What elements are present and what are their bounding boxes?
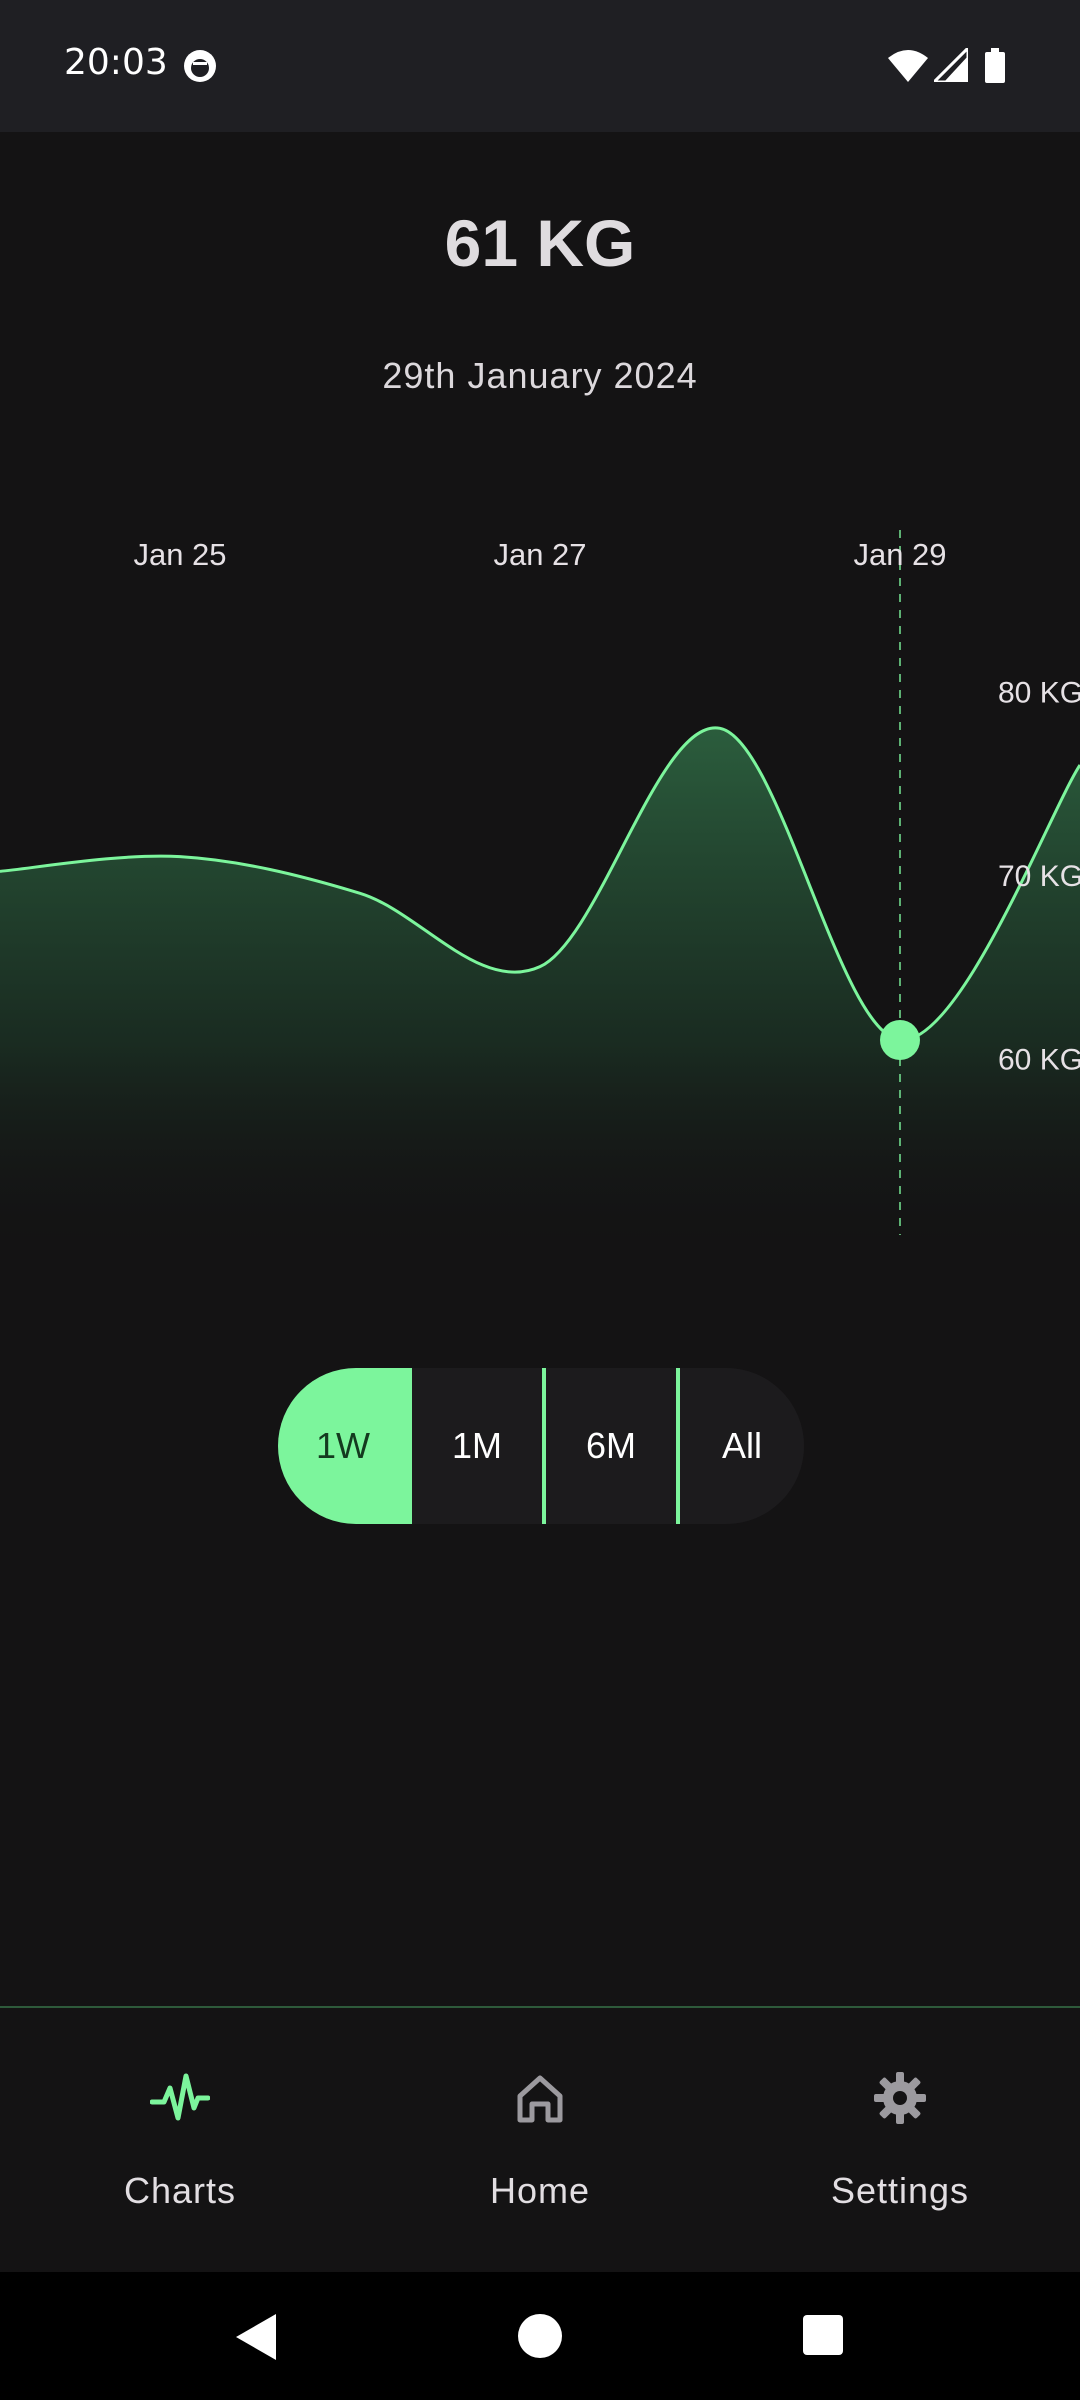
nav-item-settings[interactable]: Settings [720, 2008, 1080, 2272]
x-tick-label: Jan 25 [133, 537, 226, 572]
time-range-selector: 1W 1M 6M All [278, 1368, 804, 1524]
gear-icon [874, 2072, 926, 2124]
range-option-1w[interactable]: 1W [278, 1368, 408, 1524]
nav-item-home[interactable]: Home [360, 2008, 720, 2272]
pulse-icon [150, 2073, 210, 2121]
bottom-nav: Charts Home Settings [0, 2008, 1080, 2272]
weight-chart[interactable]: Jan 25 Jan 27 Jan 29 60 KG 70 KG 80 KG [0, 500, 1080, 1260]
nav-label-settings: Settings [830, 2170, 970, 2211]
current-weight: 61 KG [444, 206, 636, 280]
y-tick-label: 60 KG [998, 1043, 1080, 1076]
selected-date: 29th January 2024 [382, 355, 698, 396]
range-option-1m[interactable]: 1M [408, 1368, 542, 1524]
nav-label-charts: Charts [123, 2170, 237, 2211]
back-icon[interactable] [232, 2312, 282, 2362]
home-circle-icon[interactable] [516, 2312, 564, 2360]
range-option-all[interactable]: All [676, 1368, 804, 1524]
x-tick-label: Jan 29 [853, 537, 946, 572]
recents-icon[interactable] [802, 2314, 844, 2356]
status-time: 20:03 [64, 42, 168, 83]
y-tick-label: 80 KG [998, 677, 1080, 710]
status-bar: 20:03 [0, 0, 1080, 132]
home-icon [517, 2075, 563, 2123]
nav-divider [0, 2006, 1080, 2008]
signal-icon [934, 48, 968, 82]
weight-area-fill [0, 727, 1080, 1260]
selected-point[interactable] [880, 1020, 920, 1060]
wifi-icon [888, 50, 928, 82]
x-tick-label: Jan 27 [493, 537, 586, 572]
nav-item-charts[interactable]: Charts [0, 2008, 360, 2272]
battery-icon [985, 48, 1005, 83]
range-option-6m[interactable]: 6M [542, 1368, 676, 1524]
app-notification-icon [184, 50, 216, 82]
y-tick-label: 70 KG [998, 860, 1080, 893]
nav-label-home: Home [489, 2170, 591, 2211]
